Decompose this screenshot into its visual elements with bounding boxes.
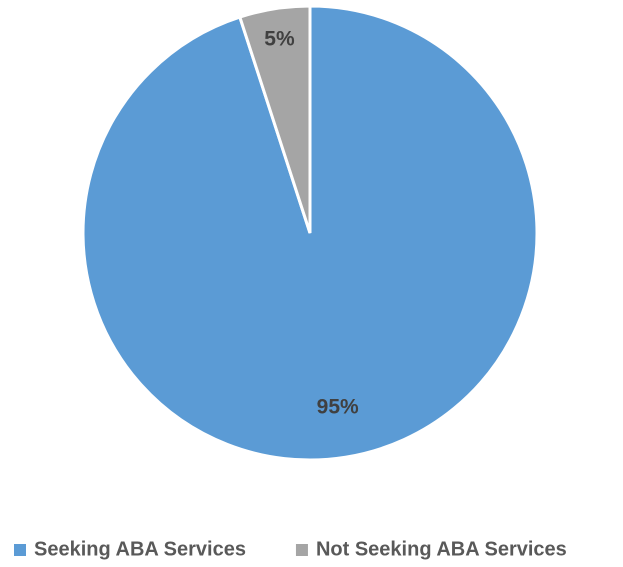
legend-label: Seeking ABA Services [34, 538, 246, 560]
data-label: 5% [264, 28, 295, 51]
data-label: 95% [317, 395, 359, 418]
pie-slice [237, 4, 312, 234]
legend-swatch [14, 544, 26, 556]
legend-swatch [295, 544, 308, 556]
legend-label: Not Seeking ABA Services [316, 538, 567, 560]
